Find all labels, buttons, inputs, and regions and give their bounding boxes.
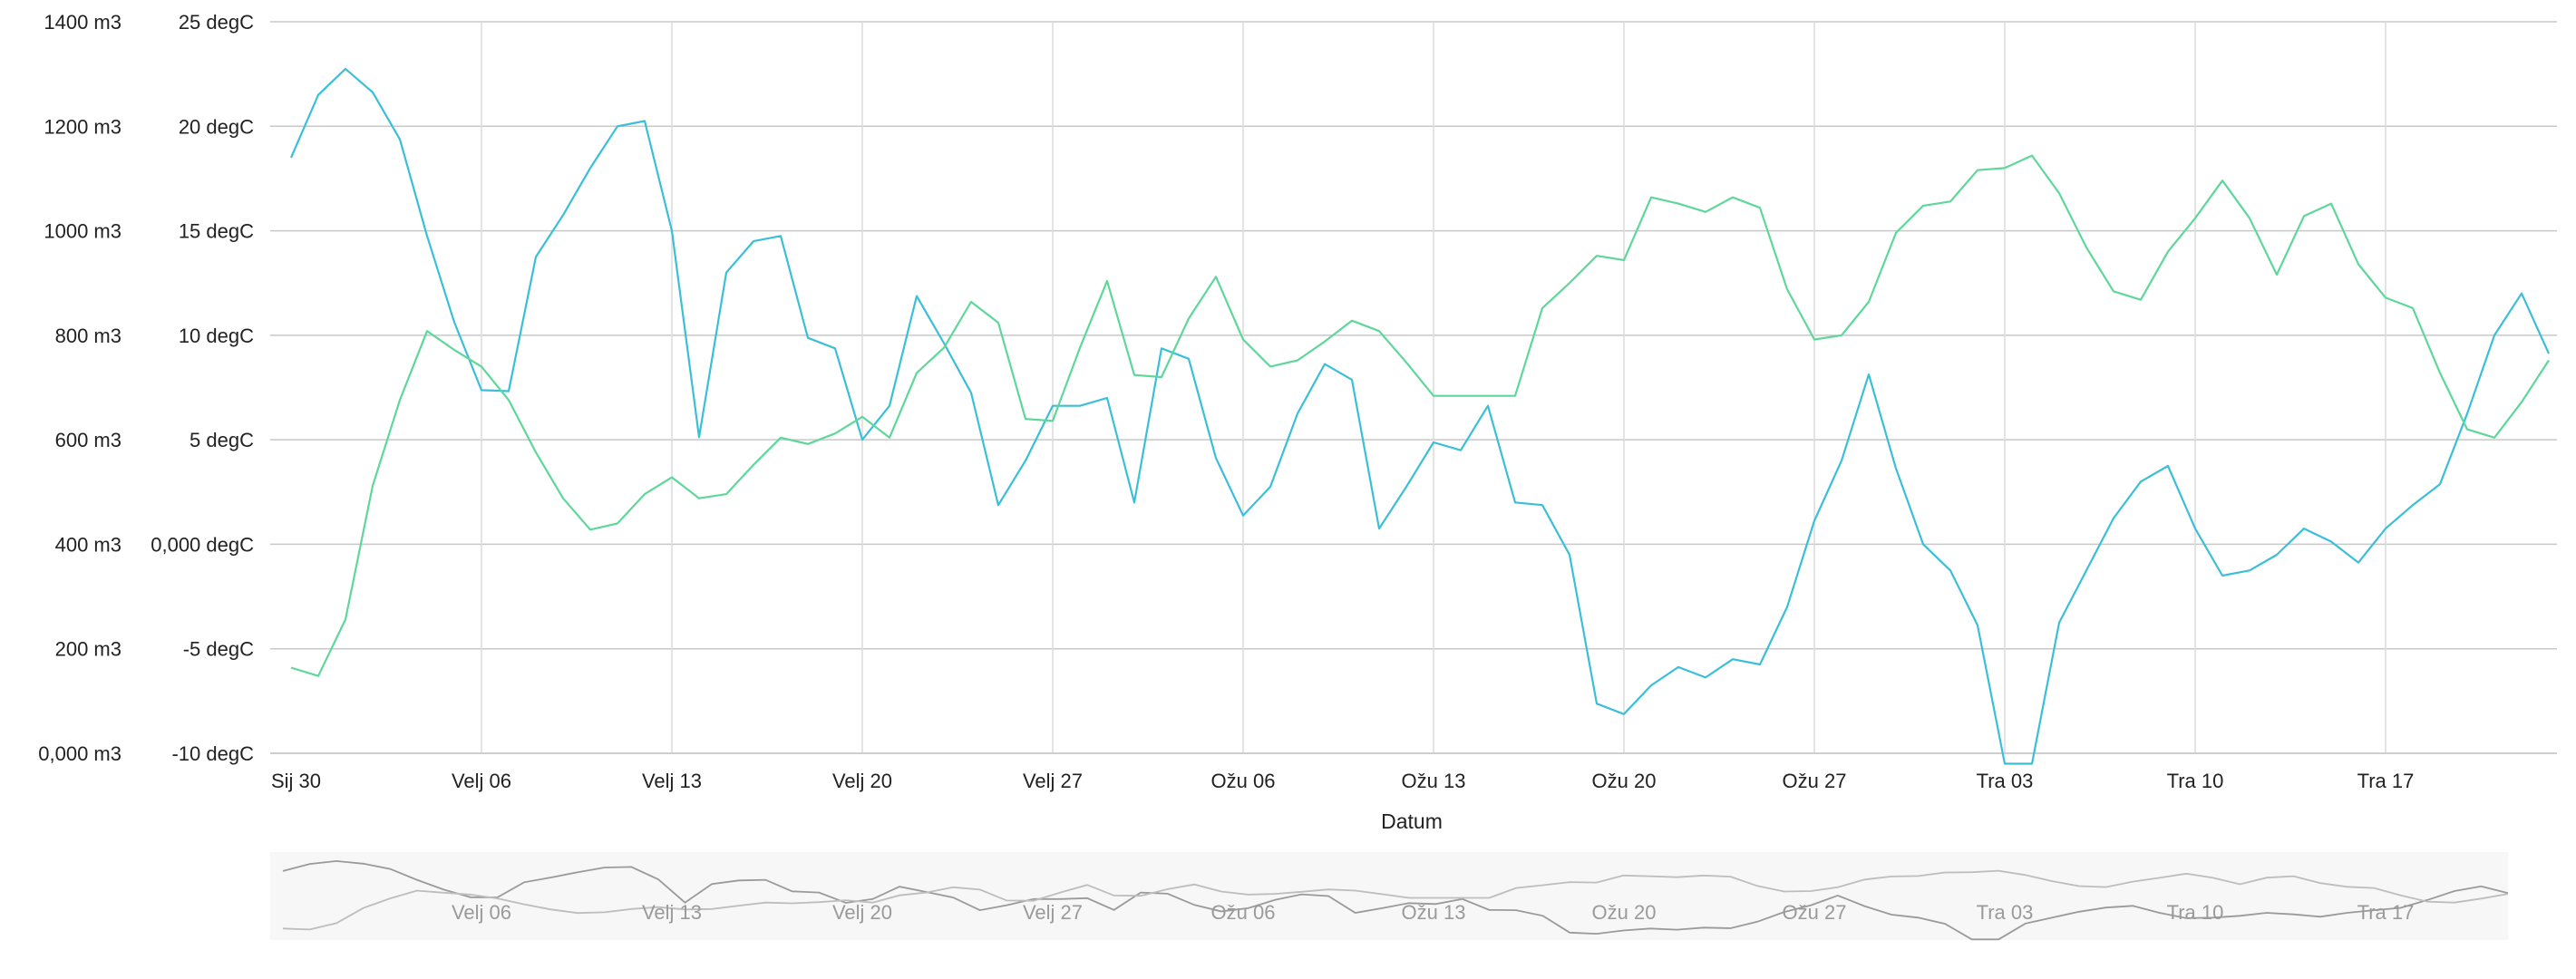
navigator-series-line-1 <box>282 859 2509 941</box>
navigator-tick-label: Tra 03 <box>1977 901 2034 924</box>
navigator-tick-label: Velj 20 <box>832 901 892 924</box>
y-left-tick-label: 0,000 m3 <box>38 742 122 765</box>
y-right-tick-label: 25 degC <box>179 11 254 34</box>
x-tick-label: Velj 27 <box>1023 770 1083 792</box>
x-tick-label: Tra 17 <box>2357 770 2415 792</box>
x-tick-label: Ožu 27 <box>1783 770 1847 792</box>
navigator-tick-label: Ožu 06 <box>1211 901 1276 924</box>
x-tick-label: Ožu 20 <box>1592 770 1657 792</box>
series-line-1 <box>289 67 2551 765</box>
x-tick-label: Velj 06 <box>452 770 511 792</box>
y-right-tick-label: 20 degC <box>179 115 254 138</box>
x-tick-label: Velj 13 <box>642 770 702 792</box>
x-axis: Sij 30 Velj 06 Velj 13 Velj 20 Velj 27 Ožu 06… <box>271 770 2414 792</box>
navigator-series-line-2 <box>282 869 2509 931</box>
navigator-tick-label: Velj 27 <box>1023 901 1083 924</box>
navigator-tick-label: Ožu 13 <box>1402 901 1466 924</box>
series-lines <box>289 67 2551 765</box>
navigator-tick-label: Ožu 27 <box>1783 901 1847 924</box>
grid <box>270 21 2557 754</box>
x-tick-label: Sij 30 <box>271 770 321 792</box>
right-y-axis: -10 degC -5 degC 0,000 degC 5 degC 10 degC 15… <box>151 11 254 765</box>
x-tick-label: Ožu 13 <box>1402 770 1466 792</box>
navigator[interactable]: Velj 06 Velj 13 Velj 20 Velj 27 Ožu 06 Ožu 13… <box>270 852 2509 941</box>
y-right-tick-label: 15 degC <box>179 220 254 243</box>
series-line-2 <box>290 154 2550 677</box>
y-right-tick-label: 5 degC <box>190 429 254 451</box>
y-left-tick-label: 1200 m3 <box>44 115 122 138</box>
navigator-tick-label: Ožu 20 <box>1592 901 1657 924</box>
y-right-tick-label: -10 degC <box>171 742 254 765</box>
x-tick-label: Tra 03 <box>1977 770 2034 792</box>
navigator-tick-label: Tra 17 <box>2357 901 2415 924</box>
navigator-x-axis: Velj 06 Velj 13 Velj 20 Velj 27 Ožu 06 Ožu 13… <box>452 901 2414 924</box>
y-left-tick-label: 200 m3 <box>55 638 122 661</box>
x-tick-label: Ožu 06 <box>1211 770 1276 792</box>
y-right-tick-label: 10 degC <box>179 325 254 347</box>
y-right-tick-label: 0,000 degC <box>151 533 254 556</box>
x-axis-title: Datum <box>1381 809 1443 833</box>
y-left-tick-label: 800 m3 <box>55 325 122 347</box>
navigator-series <box>282 859 2509 941</box>
navigator-tick-label: Velj 13 <box>642 901 702 924</box>
navigator-tick-label: Tra 10 <box>2167 901 2224 924</box>
x-tick-label: Tra 10 <box>2167 770 2224 792</box>
left-y-axis: 0,000 m3 200 m3 400 m3 600 m3 800 m3 1000 m3 1… <box>38 11 122 765</box>
y-left-tick-label: 1000 m3 <box>44 220 122 243</box>
x-tick-label: Velj 20 <box>832 770 892 792</box>
navigator-background[interactable] <box>270 852 2508 940</box>
y-right-tick-label: -5 degC <box>183 638 254 661</box>
y-left-tick-label: 1400 m3 <box>44 11 122 34</box>
y-left-tick-label: 600 m3 <box>55 429 122 451</box>
navigator-tick-label: Velj 06 <box>452 901 511 924</box>
y-left-tick-label: 400 m3 <box>55 533 122 556</box>
